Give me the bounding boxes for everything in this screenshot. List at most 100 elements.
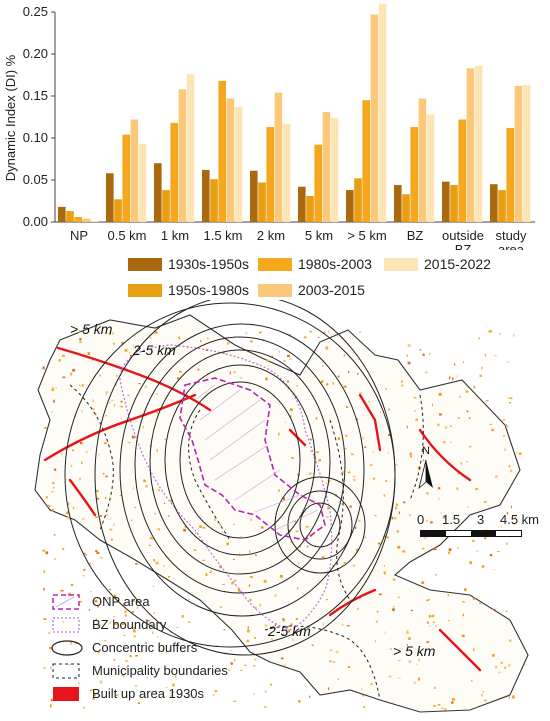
built-up-speck bbox=[489, 423, 493, 425]
scale-bar-segments bbox=[420, 530, 522, 537]
bar-chart: NP 0.5 km 1 km 1.5 km 2 km 5 km > 5 km BZ outsid… bbox=[3, 3, 535, 250]
bar-5-2 bbox=[314, 144, 322, 222]
built-up-speck bbox=[44, 427, 47, 429]
built-up-speck bbox=[248, 584, 251, 587]
built-up-speck bbox=[72, 368, 75, 372]
built-up-speck bbox=[448, 548, 452, 552]
built-up-speck bbox=[500, 525, 502, 528]
buffer-ring bbox=[274, 476, 366, 574]
bar-9-0 bbox=[490, 184, 498, 222]
map-legend-item: BZ boundary bbox=[50, 613, 290, 636]
built-up-speck bbox=[448, 619, 450, 622]
legend-item: 1930s-1950s bbox=[128, 256, 249, 272]
built-up-speck bbox=[156, 412, 158, 414]
built-up-speck bbox=[111, 399, 114, 401]
built-up-speck bbox=[325, 599, 328, 601]
built-up-speck bbox=[138, 383, 141, 385]
built-up-speck bbox=[109, 517, 111, 520]
built-up-speck bbox=[357, 519, 361, 522]
bar-1-2 bbox=[122, 134, 130, 222]
built-up-speck bbox=[127, 441, 131, 443]
bar-8-3 bbox=[466, 68, 475, 222]
built-up-speck bbox=[398, 511, 400, 514]
built-up-speck bbox=[476, 550, 479, 552]
built-up-speck bbox=[62, 621, 65, 623]
built-up-speck bbox=[444, 708, 447, 711]
built-up-speck bbox=[233, 700, 237, 702]
map-legend-label: Municipality boundaries bbox=[92, 663, 228, 678]
built-up-speck bbox=[278, 432, 280, 436]
built-up-speck bbox=[45, 551, 49, 555]
built-up-speck bbox=[85, 554, 88, 556]
built-up-speck bbox=[410, 609, 413, 612]
built-up-speck bbox=[456, 375, 458, 378]
north-label: N bbox=[422, 445, 430, 457]
built-up-speck bbox=[462, 613, 464, 617]
built-up-speck bbox=[254, 607, 257, 609]
built-up-speck bbox=[95, 413, 97, 416]
built-up-speck bbox=[115, 375, 118, 377]
built-up-speck bbox=[114, 404, 116, 407]
built-up-speck bbox=[226, 542, 229, 546]
built-up-speck bbox=[53, 399, 55, 403]
built-up-speck bbox=[288, 358, 292, 360]
built-up-speck bbox=[397, 596, 400, 598]
built-up-speck bbox=[120, 406, 123, 408]
built-up-speck bbox=[370, 683, 373, 685]
built-up-speck bbox=[167, 515, 170, 517]
built-up-speck bbox=[435, 573, 437, 576]
built-up-speck bbox=[438, 497, 440, 501]
x-tick-label: outside bbox=[442, 228, 484, 243]
built-up-speck bbox=[193, 549, 197, 551]
built-up-speck bbox=[161, 648, 163, 651]
built-up-speck bbox=[127, 394, 130, 396]
built-up-speck bbox=[263, 579, 267, 583]
scale-tick-1: 1.5 bbox=[442, 512, 461, 527]
built-up-speck bbox=[209, 571, 212, 574]
built-up-speck bbox=[121, 341, 124, 345]
built-up-speck bbox=[499, 332, 501, 335]
buffer-ring bbox=[287, 490, 353, 560]
built-up-speck bbox=[260, 526, 264, 529]
built-up-speck bbox=[49, 647, 52, 650]
built-up-speck bbox=[95, 516, 98, 519]
onp-icon bbox=[50, 593, 86, 611]
built-up-speck bbox=[406, 425, 408, 429]
built-up-speck bbox=[187, 598, 190, 601]
built-up-speck bbox=[298, 562, 300, 565]
built-up-speck bbox=[283, 497, 285, 501]
built-up-speck bbox=[210, 569, 212, 572]
built-up-speck bbox=[279, 574, 283, 578]
built-up-speck bbox=[343, 385, 347, 388]
built-up-speck bbox=[53, 486, 55, 489]
built-up-speck bbox=[258, 331, 261, 334]
chart-bars bbox=[58, 3, 531, 222]
built-up-speck bbox=[423, 537, 427, 539]
built-up-speck bbox=[66, 511, 69, 515]
built-up-speck bbox=[124, 614, 127, 617]
built-up-speck bbox=[287, 354, 290, 358]
built-up-speck bbox=[318, 459, 321, 462]
built-up-speck bbox=[50, 698, 53, 702]
built-up-speck bbox=[435, 625, 437, 628]
built-up-speck bbox=[90, 591, 92, 593]
built-up-speck bbox=[119, 405, 122, 408]
built-up-speck bbox=[509, 397, 513, 399]
built-up-speck bbox=[249, 598, 252, 602]
built-up-speck bbox=[464, 588, 467, 592]
map-legend-label: Concentric buffers bbox=[92, 640, 198, 655]
built-up-speck bbox=[107, 596, 109, 600]
built-up-speck bbox=[325, 346, 329, 350]
built-up-speck bbox=[114, 622, 118, 626]
built-up-speck bbox=[200, 340, 202, 343]
scale-tick-0: 0 bbox=[417, 512, 425, 527]
built-up-speck bbox=[259, 603, 261, 607]
built-up-speck bbox=[433, 705, 436, 707]
x-tick-label: 1 km bbox=[161, 228, 189, 243]
built-up-speck bbox=[51, 490, 54, 493]
built-up-speck bbox=[43, 618, 47, 620]
built-up-speck bbox=[51, 387, 54, 390]
built-up-speck bbox=[450, 425, 452, 427]
built-up-speck bbox=[493, 569, 495, 571]
built-up-speck bbox=[325, 482, 328, 485]
